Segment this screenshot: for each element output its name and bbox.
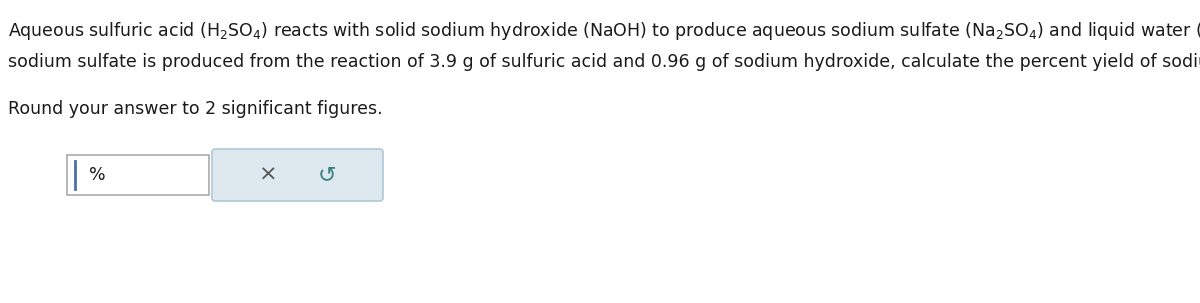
Text: %: %	[89, 166, 106, 184]
Bar	[67, 155, 209, 195]
Text: ↺: ↺	[318, 165, 336, 185]
Text: Round your answer to 2 significant figures.: Round your answer to 2 significant figur…	[8, 100, 383, 118]
Text: ×: ×	[258, 165, 277, 185]
Text: Aqueous sulfuric acid $\left(\mathrm{H_2SO_4}\right)$ reacts with solid sodium h: Aqueous sulfuric acid $\left(\mathrm{H_2…	[8, 20, 1200, 42]
Text: sodium sulfate is produced from the reaction of 3.9 g of sulfuric acid and 0.96 : sodium sulfate is produced from the reac…	[8, 53, 1200, 71]
FancyBboxPatch shape	[212, 149, 383, 201]
